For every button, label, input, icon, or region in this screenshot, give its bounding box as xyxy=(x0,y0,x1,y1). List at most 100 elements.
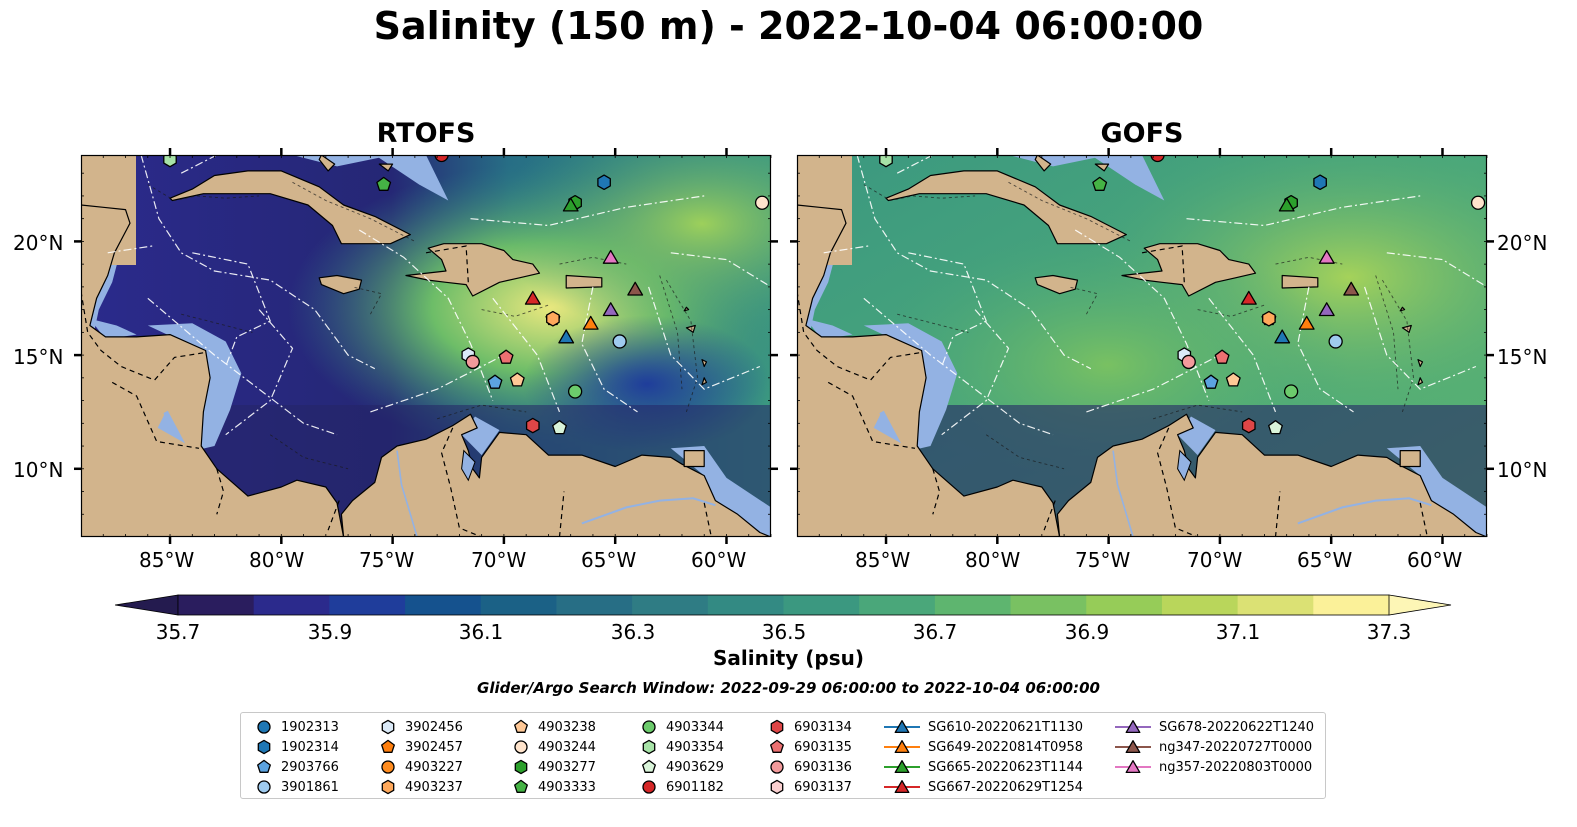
observation-marker xyxy=(1240,290,1257,305)
observation-marker xyxy=(1313,174,1327,191)
legend-label: 6903134 xyxy=(794,719,852,735)
legend-marker-icon xyxy=(642,720,656,734)
legend-label: ng347-20220727T0000 xyxy=(1159,739,1313,755)
legend-label: 6901182 xyxy=(666,779,724,795)
lon-tick-label: 75°W xyxy=(359,548,415,572)
legend-label: 4903237 xyxy=(405,779,463,795)
colorbar-extend-max xyxy=(1388,594,1452,616)
legend-marker xyxy=(894,720,910,734)
observation-marker xyxy=(754,195,770,210)
lat-tick-label: 10°N xyxy=(13,458,64,482)
legend-item: 3902457 xyxy=(379,737,463,757)
observation-marker xyxy=(465,354,480,370)
colorbar-segment xyxy=(556,595,633,615)
observation-marker xyxy=(1328,334,1343,349)
colorbar-label: Salinity (psu) xyxy=(712,646,864,670)
legend-item: 1902314 xyxy=(255,737,339,757)
legend-marker-icon xyxy=(381,739,395,753)
colorbar-tick-label: 36.5 xyxy=(761,620,807,644)
observation-marker xyxy=(1150,155,1165,163)
legend-box: 1902313 1902314 2903766 3901861 3902456 39024… xyxy=(240,712,1326,799)
legend-marker xyxy=(381,779,395,795)
legend-item: 3902456 xyxy=(379,717,463,737)
legend-label: 1902314 xyxy=(281,739,339,755)
legend-marker xyxy=(1125,760,1141,774)
observation-marker xyxy=(1241,417,1256,434)
colorbar-segment xyxy=(1086,595,1163,615)
legend-item: 4903277 xyxy=(512,757,596,777)
legend-marker xyxy=(514,779,528,793)
legend-label: 4903244 xyxy=(538,739,596,755)
salinity-colorbar xyxy=(115,594,1452,616)
observation-marker xyxy=(1470,195,1486,210)
lat-tick-label: 10°N xyxy=(1497,458,1548,482)
colorbar-segment xyxy=(783,595,860,615)
legend-item: 4903629 xyxy=(640,757,724,777)
legend-label: 6903135 xyxy=(794,739,852,755)
legend-label: 1902313 xyxy=(281,719,339,735)
legend-marker-icon xyxy=(257,759,271,773)
legend-label: 4903238 xyxy=(538,719,596,735)
legend-marker-icon xyxy=(642,780,656,794)
legend-marker xyxy=(770,760,784,774)
legend-label: 4903629 xyxy=(666,759,724,775)
legend-marker xyxy=(257,739,271,755)
legend-item: 4903238 xyxy=(512,717,596,737)
legend-label: SG649-20220814T0958 xyxy=(928,739,1084,755)
legend-marker-icon xyxy=(514,759,528,775)
colorbar-segment xyxy=(405,595,482,615)
legend-item: 4903227 xyxy=(379,757,463,777)
lon-tick-label: 80°W xyxy=(965,548,1021,572)
lat-tick-label: 20°N xyxy=(13,231,64,255)
observation-marker xyxy=(582,315,599,330)
legend-item: 6903136 xyxy=(768,757,852,777)
observation-marker xyxy=(770,186,771,192)
colorbar-segment xyxy=(632,595,709,615)
observation-marker xyxy=(1262,310,1276,327)
colorbar-segment xyxy=(1237,595,1314,615)
colorbar-segment xyxy=(1161,595,1239,615)
legend-item: ng347-20220727T0000 xyxy=(1115,737,1312,757)
legend-marker-icon xyxy=(514,740,528,754)
colorbar-segment xyxy=(329,595,406,615)
lon-tick-label: 65°W xyxy=(581,548,637,572)
legend-label: 4903333 xyxy=(538,779,596,795)
observation-marker xyxy=(1181,354,1196,370)
gofs-salinity-map xyxy=(790,148,1494,544)
legend-marker xyxy=(514,759,528,775)
legend-marker-icon xyxy=(381,779,395,795)
legend-marker-icon xyxy=(884,760,920,774)
legend-label: SG678-20220622T1240 xyxy=(1159,719,1315,735)
colorbar-segment xyxy=(934,595,1012,615)
legend-label: 4903277 xyxy=(538,759,596,775)
legend-item: ng357-20220803T0000 xyxy=(1115,757,1312,777)
legend-label: SG667-20220629T1254 xyxy=(928,779,1084,795)
legend-marker-icon xyxy=(257,720,271,734)
colorbar-tick-label: 36.7 xyxy=(912,620,958,644)
legend-marker xyxy=(514,740,528,754)
legend-marker-icon xyxy=(642,759,656,773)
panel-title-rtofs: RTOFS xyxy=(376,118,476,149)
legend-marker xyxy=(642,759,656,773)
legend-marker-icon xyxy=(1115,760,1151,774)
legend-marker xyxy=(381,739,395,753)
lon-tick-label: 70°W xyxy=(471,548,527,572)
observation-marker xyxy=(602,302,619,317)
legend-marker xyxy=(770,739,784,753)
legend-label: 4903344 xyxy=(666,719,724,735)
legend-marker xyxy=(1125,720,1141,734)
colorbar-segment xyxy=(480,595,557,615)
colorbar-segment xyxy=(1313,595,1390,615)
observation-marker xyxy=(552,420,567,435)
legend-marker-icon xyxy=(381,760,395,774)
observation-marker xyxy=(525,417,540,434)
observation-marker xyxy=(487,374,503,389)
legend-marker xyxy=(770,779,784,795)
legend-item: 6903134 xyxy=(768,717,852,737)
lat-tick-label: 15°N xyxy=(13,345,64,369)
legend-marker xyxy=(257,759,271,773)
legend-item: SG667-20220629T1254 xyxy=(884,777,1083,797)
colorbar-segment xyxy=(707,595,784,615)
legend-marker-icon xyxy=(1115,720,1151,734)
observation-marker xyxy=(1274,329,1291,344)
